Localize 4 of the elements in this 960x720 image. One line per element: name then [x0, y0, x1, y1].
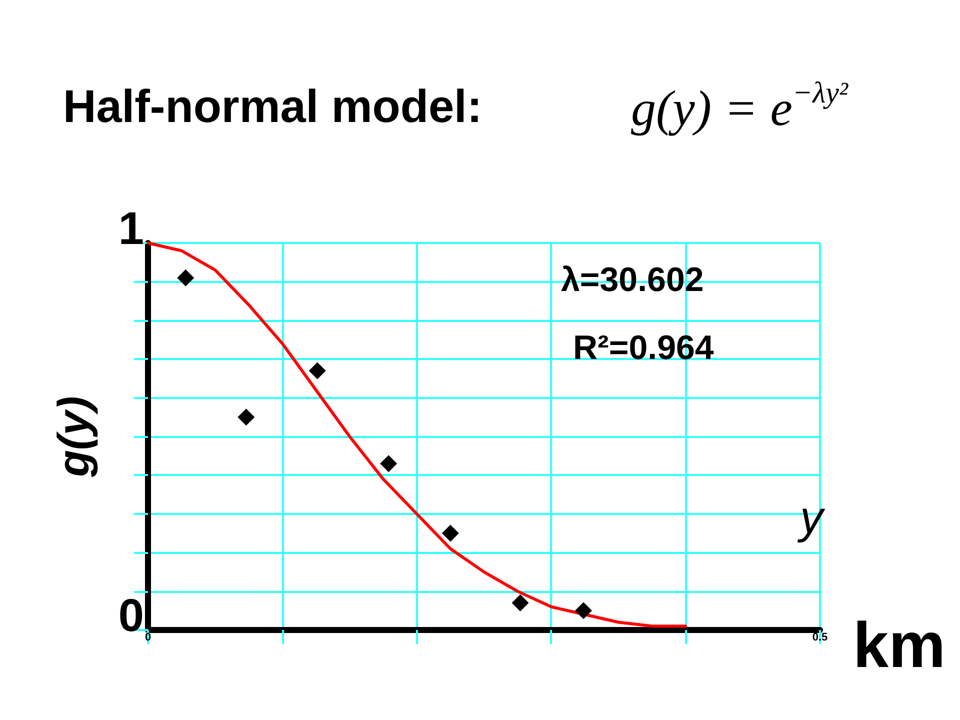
- y-axis-title: g(y): [50, 396, 98, 478]
- y-tick-label: 1: [118, 202, 144, 254]
- text: km: [853, 609, 946, 681]
- chart-title: Half-normal model:: [63, 80, 482, 132]
